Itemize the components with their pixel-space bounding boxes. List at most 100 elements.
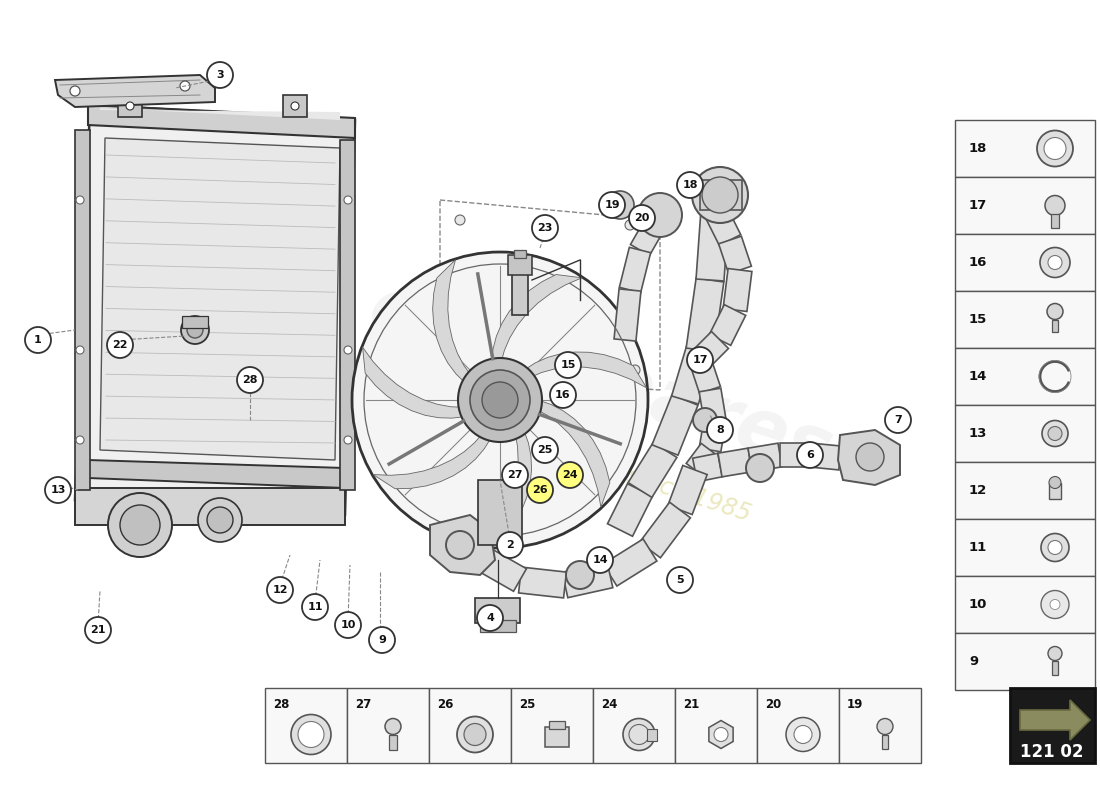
Polygon shape xyxy=(686,278,724,352)
Polygon shape xyxy=(518,567,567,598)
Circle shape xyxy=(502,462,528,488)
Circle shape xyxy=(182,316,209,344)
Polygon shape xyxy=(75,488,345,525)
Polygon shape xyxy=(718,448,752,477)
Circle shape xyxy=(126,102,134,110)
Circle shape xyxy=(692,167,748,223)
Circle shape xyxy=(587,547,613,573)
Polygon shape xyxy=(748,443,782,472)
Bar xyxy=(593,688,675,763)
Bar xyxy=(544,726,569,746)
Circle shape xyxy=(292,102,299,110)
Circle shape xyxy=(798,442,823,468)
Circle shape xyxy=(446,531,474,559)
Circle shape xyxy=(566,561,594,589)
Text: 27: 27 xyxy=(507,470,522,480)
Polygon shape xyxy=(430,515,495,575)
Polygon shape xyxy=(718,236,751,274)
Text: 26: 26 xyxy=(437,698,453,711)
Circle shape xyxy=(1041,590,1069,618)
Circle shape xyxy=(70,86,80,96)
Circle shape xyxy=(1037,130,1072,166)
Text: 20: 20 xyxy=(635,213,650,223)
Polygon shape xyxy=(630,210,670,255)
Polygon shape xyxy=(700,388,726,422)
Bar xyxy=(478,480,522,545)
Text: 3: 3 xyxy=(217,70,223,80)
Polygon shape xyxy=(700,418,726,452)
Circle shape xyxy=(45,477,72,503)
Text: 24: 24 xyxy=(562,470,578,480)
Text: 15: 15 xyxy=(969,313,988,326)
Text: 23: 23 xyxy=(537,223,552,233)
Text: 28: 28 xyxy=(273,698,289,711)
Circle shape xyxy=(714,727,728,742)
Circle shape xyxy=(557,462,583,488)
Bar xyxy=(512,270,528,315)
Circle shape xyxy=(1048,646,1062,661)
Polygon shape xyxy=(607,484,652,536)
Text: 16: 16 xyxy=(969,256,988,269)
Polygon shape xyxy=(515,352,647,388)
Text: 12: 12 xyxy=(969,484,988,497)
Circle shape xyxy=(550,382,576,408)
Circle shape xyxy=(207,507,233,533)
Text: 7: 7 xyxy=(894,415,902,425)
Circle shape xyxy=(25,327,51,353)
Circle shape xyxy=(267,577,293,603)
Text: 13: 13 xyxy=(969,427,988,440)
Circle shape xyxy=(794,726,812,743)
Bar xyxy=(882,734,888,749)
Circle shape xyxy=(886,407,911,433)
Polygon shape xyxy=(780,443,810,467)
Polygon shape xyxy=(692,331,728,369)
Circle shape xyxy=(302,594,328,620)
Bar xyxy=(955,177,1094,234)
Text: 13: 13 xyxy=(51,485,66,495)
Bar xyxy=(955,462,1094,519)
Bar xyxy=(955,576,1094,633)
Polygon shape xyxy=(690,357,721,394)
Polygon shape xyxy=(452,530,493,570)
Circle shape xyxy=(385,718,402,734)
Text: 27: 27 xyxy=(355,698,372,711)
Text: 22: 22 xyxy=(112,340,128,350)
Circle shape xyxy=(786,718,820,751)
Polygon shape xyxy=(693,454,723,482)
Circle shape xyxy=(1049,477,1061,489)
Circle shape xyxy=(623,718,654,750)
Polygon shape xyxy=(88,105,355,138)
Bar xyxy=(475,598,520,623)
Circle shape xyxy=(352,252,648,548)
Circle shape xyxy=(629,205,654,231)
Text: 25: 25 xyxy=(537,445,552,455)
Polygon shape xyxy=(668,466,707,514)
Bar xyxy=(480,620,516,632)
Polygon shape xyxy=(619,247,651,293)
Polygon shape xyxy=(100,108,340,120)
Text: 11: 11 xyxy=(307,602,322,612)
Polygon shape xyxy=(723,269,752,311)
Text: 20: 20 xyxy=(764,698,781,711)
Circle shape xyxy=(1045,195,1065,215)
Circle shape xyxy=(108,493,172,557)
Circle shape xyxy=(76,196,84,204)
Text: 5: 5 xyxy=(676,575,684,585)
Circle shape xyxy=(606,191,634,219)
Polygon shape xyxy=(808,443,842,470)
Polygon shape xyxy=(55,75,215,107)
Circle shape xyxy=(187,322,204,338)
Bar xyxy=(1052,661,1058,674)
Text: 26: 26 xyxy=(532,485,548,495)
Circle shape xyxy=(292,714,331,754)
Text: 121 02: 121 02 xyxy=(1021,743,1084,761)
Circle shape xyxy=(746,454,774,482)
Circle shape xyxy=(1050,599,1060,610)
Circle shape xyxy=(676,172,703,198)
Circle shape xyxy=(120,505,160,545)
Circle shape xyxy=(1044,138,1066,159)
Text: 9: 9 xyxy=(378,635,386,645)
Bar xyxy=(1049,482,1061,498)
Bar xyxy=(647,729,657,741)
Circle shape xyxy=(688,347,713,373)
